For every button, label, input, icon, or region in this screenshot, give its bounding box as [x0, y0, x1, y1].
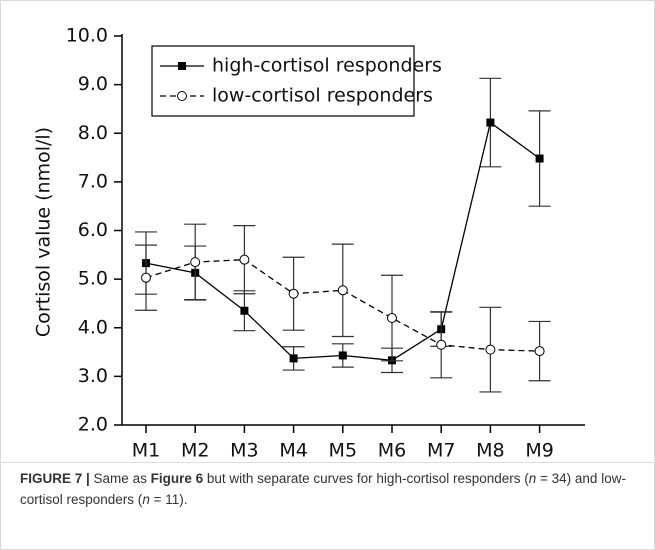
x-tick-label: M3: [230, 440, 258, 462]
point: [535, 154, 544, 163]
legend-marker: [177, 91, 187, 101]
caption-rule: [0, 462, 655, 463]
y-tick-label: 3.0: [78, 365, 108, 387]
caption-label: FIGURE 7 |: [20, 471, 90, 486]
legend-marker: [178, 62, 186, 70]
caption-text: but with separate curves for high-cortis…: [203, 471, 529, 486]
caption-n: n: [142, 492, 150, 507]
x-tick-label: M9: [525, 440, 553, 462]
point: [387, 313, 397, 324]
caption-text: = 34) and low-cortisol responders (: [20, 471, 626, 507]
point: [337, 285, 348, 296]
y-tick-label: 7.0: [78, 170, 108, 192]
legend-box: [151, 45, 415, 117]
point: [534, 346, 545, 357]
x-tick-label: M7: [427, 440, 455, 462]
caption-text: = 11).: [149, 492, 188, 507]
chart: Cortisol value (nmol/l) 2.0 3.0 4.0 5.0 6.0 7…: [33, 25, 585, 462]
point: [239, 254, 250, 265]
point: [141, 272, 151, 283]
y-tick-label: 8.0: [78, 122, 108, 144]
x-tick-label: M2: [181, 440, 209, 462]
x-tick-label: M4: [279, 440, 307, 462]
y-axis-label: Cortisol value (nmol/l): [33, 127, 55, 337]
point: [240, 306, 249, 315]
point: [289, 354, 298, 363]
point: [485, 344, 496, 355]
y-tick-label: 4.0: [78, 316, 108, 338]
y-tick-label: 6.0: [78, 219, 108, 241]
point: [338, 351, 347, 360]
legend-label: high-cortisol responders: [212, 55, 442, 77]
point: [288, 288, 299, 299]
x-tick-label: M1: [132, 440, 160, 462]
x-tick-label: M6: [378, 440, 406, 462]
caption-text: Same as: [89, 471, 151, 486]
y-tick-label: 2.0: [78, 414, 108, 436]
y-tick-label: 5.0: [78, 268, 108, 290]
y-tick-label: 10.0: [66, 25, 108, 47]
y-tick-label: 9.0: [78, 73, 108, 95]
legend-label: low-cortisol responders: [212, 85, 433, 107]
point: [190, 257, 201, 268]
point: [436, 339, 447, 350]
point: [486, 118, 495, 127]
caption: FIGURE 7 | Same as Figure 6 but with sep…: [20, 468, 635, 510]
caption-ref: Figure 6: [150, 471, 204, 486]
x-tick-label: M5: [329, 440, 357, 462]
caption-n: n: [528, 471, 537, 486]
x-tick-label: M8: [476, 440, 504, 462]
